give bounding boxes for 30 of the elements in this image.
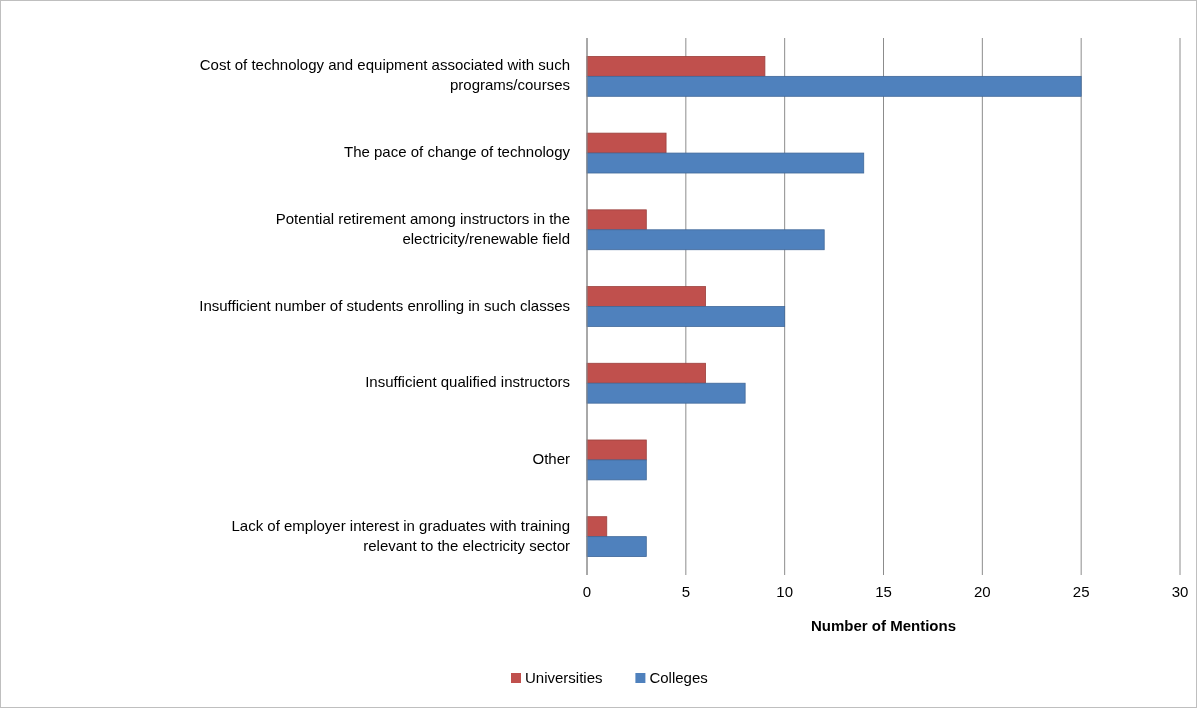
- legend-label: Colleges: [649, 669, 708, 686]
- bar: [586, 209, 647, 231]
- bar: [586, 362, 706, 384]
- x-tick-label: 0: [582, 583, 592, 600]
- y-tick-label: Lack of employer interest in graduates with training relevant to the electricity sector: [231, 516, 570, 554]
- x-axis-title: Number of Mentions: [811, 617, 956, 634]
- bar: [586, 382, 746, 404]
- bar: [586, 536, 647, 557]
- bar: [586, 286, 706, 307]
- bar: [586, 56, 766, 77]
- y-tick-label: Other: [532, 449, 570, 467]
- y-tick-label: Insufficient qualified instructors: [365, 373, 570, 391]
- y-tick-label: Cost of technology and equipment associated with such programs/courses: [199, 56, 570, 94]
- x-tick-label: 20: [973, 583, 991, 600]
- x-tick-label: 15: [875, 583, 892, 600]
- y-tick-label: Insufficient number of students enrolling in such classes: [199, 296, 570, 314]
- x-tick-label: 30: [1171, 583, 1189, 600]
- x-tick-label: 10: [776, 583, 794, 600]
- bar: [586, 306, 786, 327]
- bar: [586, 229, 825, 251]
- bar: [586, 75, 1082, 97]
- bar: [586, 439, 647, 461]
- legend-label: Universities: [525, 669, 603, 686]
- y-tick-label: The pace of change of technology: [344, 143, 571, 161]
- bar: [586, 459, 647, 481]
- bar: [586, 152, 865, 174]
- bar: [586, 132, 667, 154]
- x-tick-label: 5: [681, 583, 691, 600]
- y-tick-label: Potential retirement among instructors in the electricity/renewable field: [275, 209, 570, 247]
- x-tick-label: 25: [1072, 583, 1090, 600]
